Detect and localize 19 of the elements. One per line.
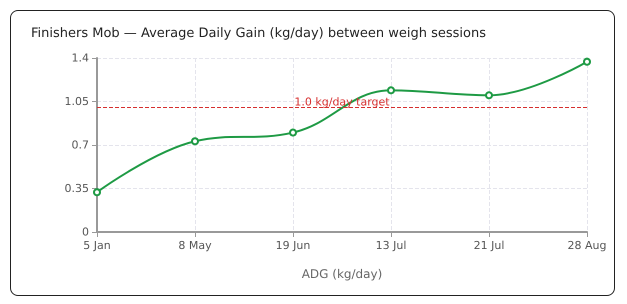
x-tick-label: 19 Jun bbox=[276, 239, 310, 252]
x-tick-label: 28 Aug bbox=[568, 239, 606, 252]
x-tick-label: 13 Jul bbox=[376, 239, 406, 252]
y-tick-label: 1.4 bbox=[72, 52, 89, 64]
y-tick-label: 0 bbox=[82, 226, 89, 238]
point bbox=[387, 86, 395, 94]
chart-title: Finishers Mob — Average Daily Gain (kg/day) between weigh sessions bbox=[31, 26, 486, 41]
x-tick-label: 8 May bbox=[178, 239, 212, 252]
point bbox=[289, 128, 297, 137]
y-tick-label: 1.05 bbox=[64, 95, 89, 108]
x-tick-label: 5 Jan bbox=[83, 239, 111, 252]
x-tick-label: 21 Jul bbox=[474, 239, 504, 252]
x-axis-title: ADG (kg/day) bbox=[302, 267, 382, 281]
point bbox=[583, 58, 591, 66]
point bbox=[93, 188, 101, 196]
y-tick-label: 0.7 bbox=[72, 138, 89, 152]
point bbox=[485, 91, 493, 100]
y-tick-label: 0.35 bbox=[64, 182, 89, 195]
point bbox=[191, 137, 199, 146]
